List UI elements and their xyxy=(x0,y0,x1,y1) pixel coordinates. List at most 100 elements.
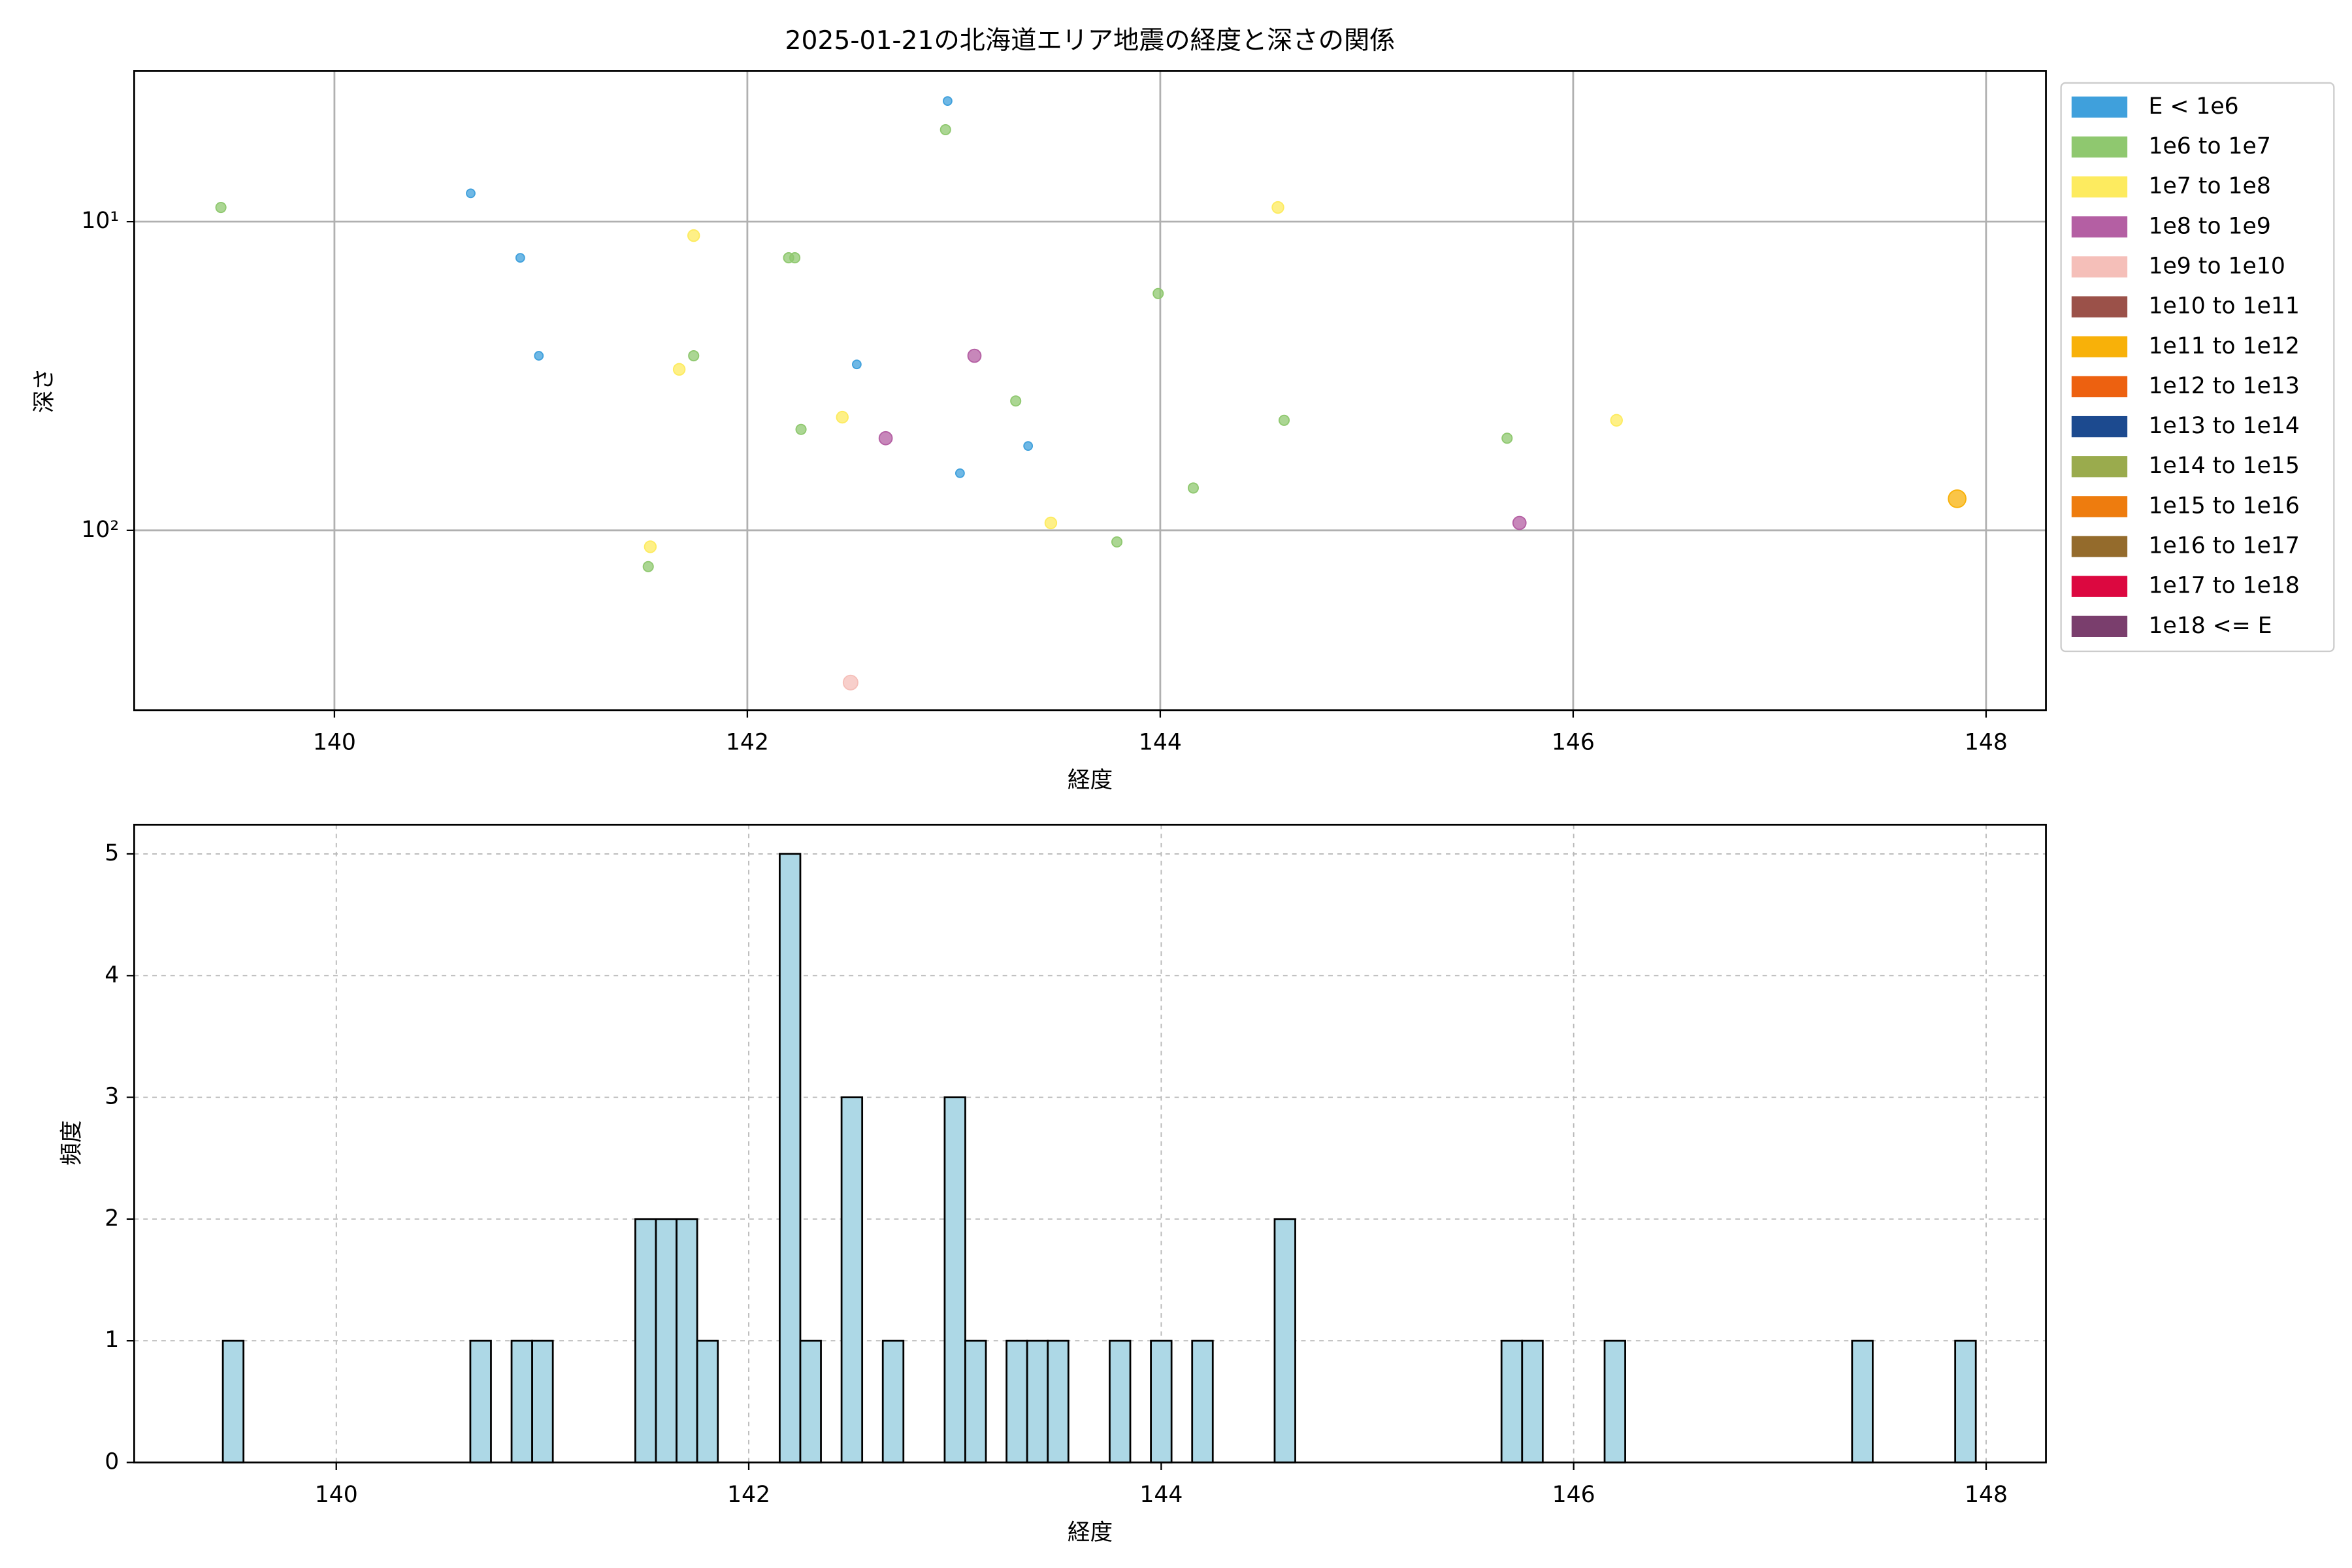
bar xyxy=(221,1339,245,1463)
y-tick-label: 5 xyxy=(105,840,119,866)
legend-swatch xyxy=(2071,256,2128,278)
point xyxy=(687,229,700,242)
point xyxy=(534,351,544,361)
bar xyxy=(964,1339,987,1463)
legend-label: 1e11 to 1e12 xyxy=(2148,333,2299,359)
legend-label: 1e15 to 1e16 xyxy=(2148,493,2299,519)
legend-label: 1e18 <= E xyxy=(2148,613,2272,639)
bar xyxy=(1150,1339,1173,1463)
bar xyxy=(779,853,802,1463)
x-tick-label: 142 xyxy=(726,730,769,756)
bar xyxy=(840,1096,864,1463)
point xyxy=(1152,287,1164,299)
point xyxy=(1044,516,1058,530)
x-tick-label: 144 xyxy=(1139,1482,1183,1508)
point xyxy=(1610,414,1623,427)
x-axis-label: 経度 xyxy=(1068,1520,1113,1546)
point xyxy=(967,348,982,363)
bar xyxy=(634,1218,657,1463)
x-axis-label: 経度 xyxy=(1068,767,1113,793)
x-tick-label: 144 xyxy=(1139,730,1182,756)
y-tick-label: 1 xyxy=(105,1327,119,1353)
y-axis-label: 深さ xyxy=(31,368,57,413)
legend-label: 1e8 to 1e9 xyxy=(2148,213,2270,239)
legend-label: 1e13 to 1e14 xyxy=(2148,413,2299,439)
point xyxy=(1010,395,1022,407)
legend-swatch xyxy=(2071,336,2128,357)
legend-swatch xyxy=(2071,615,2128,637)
legend-swatch xyxy=(2071,456,2128,478)
point xyxy=(789,252,801,264)
point xyxy=(842,674,858,691)
point xyxy=(466,188,476,199)
legend-swatch xyxy=(2071,176,2128,198)
point xyxy=(215,202,227,214)
bar xyxy=(510,1339,533,1463)
legend-swatch xyxy=(2071,136,2128,158)
legend-label: E < 1e6 xyxy=(2148,93,2238,120)
point xyxy=(688,350,700,362)
point xyxy=(1278,414,1290,426)
y-axis-label: 頻度 xyxy=(59,1120,85,1166)
y-tick-label: 10² xyxy=(81,517,119,543)
y-tick-label: 2 xyxy=(105,1205,119,1232)
legend-swatch xyxy=(2071,216,2128,238)
legend-label: 1e6 to 1e7 xyxy=(2148,133,2270,159)
bar xyxy=(943,1096,966,1463)
bar xyxy=(696,1339,719,1463)
point xyxy=(943,96,953,106)
bar xyxy=(469,1339,492,1463)
bar xyxy=(881,1339,905,1463)
point xyxy=(851,359,862,370)
y-tick-label: 10¹ xyxy=(81,208,119,234)
x-tick-label: 148 xyxy=(1965,730,2008,756)
y-tick-label: 0 xyxy=(105,1448,119,1475)
point xyxy=(836,410,849,424)
legend-label: 1e7 to 1e8 xyxy=(2148,173,2270,199)
point xyxy=(795,423,807,435)
point xyxy=(955,468,965,478)
point xyxy=(642,561,654,572)
bar xyxy=(531,1339,554,1463)
bar xyxy=(655,1218,678,1463)
point xyxy=(1512,515,1527,531)
x-tick-label: 140 xyxy=(315,1482,358,1508)
point xyxy=(644,540,657,553)
legend-swatch xyxy=(2071,496,2128,517)
point xyxy=(672,363,686,376)
plot-frame xyxy=(133,70,2047,711)
bar xyxy=(1047,1339,1070,1463)
legend-swatch xyxy=(2071,376,2128,398)
point xyxy=(939,123,951,136)
y-tick-label: 4 xyxy=(105,962,119,988)
point xyxy=(515,253,525,263)
point xyxy=(1948,489,1967,508)
bar xyxy=(1005,1339,1028,1463)
legend-label: 1e16 to 1e17 xyxy=(2148,533,2299,559)
bar xyxy=(1521,1339,1544,1463)
x-tick-label: 142 xyxy=(727,1482,770,1508)
bar xyxy=(1109,1339,1132,1463)
bar xyxy=(1603,1339,1626,1463)
bar xyxy=(1273,1218,1296,1463)
legend-label: 1e14 to 1e15 xyxy=(2148,453,2299,479)
y-tick-label: 3 xyxy=(105,1084,119,1110)
legend-swatch xyxy=(2071,536,2128,557)
legend-label: 1e12 to 1e13 xyxy=(2148,373,2299,399)
x-tick-label: 148 xyxy=(1965,1482,2008,1508)
legend-label: 1e17 to 1e18 xyxy=(2148,573,2299,599)
point xyxy=(1501,433,1513,444)
point xyxy=(1187,482,1199,494)
bar xyxy=(1191,1339,1214,1463)
plot-frame xyxy=(133,823,2047,1463)
x-tick-label: 140 xyxy=(313,730,356,756)
point xyxy=(1023,441,1034,451)
legend-swatch xyxy=(2071,296,2128,318)
chart-title: 2025-01-21の北海道エリア地震の経度と深さの関係 xyxy=(785,26,1396,56)
bar xyxy=(1954,1339,1977,1463)
bar xyxy=(1851,1339,1874,1463)
point xyxy=(1271,201,1284,214)
bar xyxy=(799,1339,822,1463)
